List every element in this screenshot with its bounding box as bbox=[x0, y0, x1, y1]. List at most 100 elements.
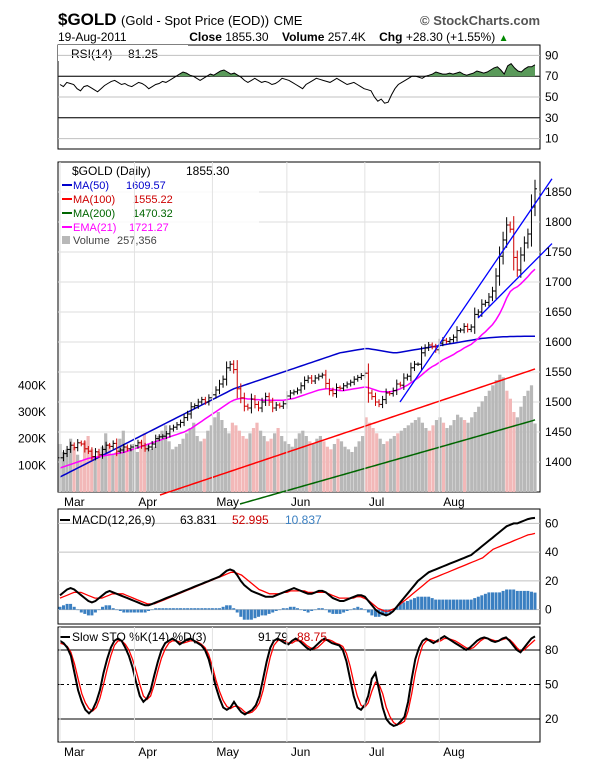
macd-histogram-bar bbox=[398, 603, 402, 610]
macd-histogram-bar bbox=[296, 608, 299, 610]
macd-histogram-bar bbox=[86, 609, 90, 616]
volume-bar bbox=[522, 396, 526, 492]
volume-bar bbox=[470, 417, 474, 492]
sto-plot bbox=[58, 635, 540, 727]
price-month-label: May bbox=[216, 495, 239, 509]
macd-histogram-bar bbox=[331, 609, 335, 614]
ma200-line bbox=[239, 419, 536, 505]
macd-histogram-bar bbox=[324, 609, 328, 611]
macd-histogram-bar bbox=[476, 596, 480, 610]
price-tick-label: 1400 bbox=[545, 455, 572, 469]
macd-histogram-bar bbox=[108, 605, 112, 610]
macd-histogram-bar bbox=[522, 590, 526, 610]
macd-histogram-bar bbox=[242, 609, 246, 620]
symbol: $GOLD bbox=[58, 10, 117, 29]
volume-bar bbox=[128, 449, 132, 492]
macd-histogram-bar bbox=[253, 609, 257, 619]
volume-bar bbox=[83, 441, 87, 492]
macd-histogram-bar bbox=[136, 609, 140, 613]
macd-histogram-bar bbox=[214, 608, 218, 610]
volume-bar bbox=[241, 436, 245, 492]
macd-histogram-bar bbox=[267, 609, 271, 614]
volume-bar bbox=[174, 446, 178, 492]
volume-bar bbox=[308, 441, 312, 492]
volume-bar bbox=[107, 444, 111, 492]
macd-signal-line bbox=[59, 532, 536, 612]
macd-histogram-bar bbox=[193, 608, 197, 610]
macd-tick-label: 40 bbox=[545, 545, 559, 559]
volume-bar bbox=[364, 417, 368, 492]
volume-bar bbox=[466, 422, 470, 492]
macd-histogram-bar bbox=[384, 609, 388, 616]
quote-line: 19-Aug-2011 Close 1855.30 Volume 257.4K … bbox=[58, 30, 508, 44]
volume-bar bbox=[480, 401, 484, 492]
macd-histogram-bar bbox=[249, 609, 253, 620]
volume-bar bbox=[164, 425, 168, 492]
macd-histogram-bar bbox=[93, 609, 97, 613]
macd-histogram-bar bbox=[207, 608, 211, 610]
volume-bar bbox=[294, 438, 298, 492]
sto-label-group: Slow STO %K(14) %D(3) 91.79 88.75 bbox=[60, 630, 327, 644]
macd-histogram-bar bbox=[264, 609, 268, 616]
price-title: $GOLD (Daily) bbox=[72, 164, 151, 178]
price-month-label: Apr bbox=[138, 495, 157, 509]
volume-bar bbox=[223, 428, 227, 492]
close-value: 1855.30 bbox=[225, 30, 269, 44]
macd-histogram-bar bbox=[508, 589, 512, 610]
volume-bar bbox=[452, 420, 456, 492]
volume-bar bbox=[371, 428, 375, 492]
macd-histogram-bar bbox=[104, 605, 108, 610]
volume-legend-label: Volume bbox=[73, 235, 110, 247]
volume-bar bbox=[227, 433, 231, 492]
volume-bar bbox=[438, 417, 442, 492]
volume-tick-label: 100K bbox=[18, 458, 46, 472]
macd-histogram-bar bbox=[455, 599, 459, 610]
macd-histogram-bar bbox=[90, 609, 94, 616]
macd-histogram-bar bbox=[175, 608, 179, 610]
macd-histogram-bar bbox=[512, 589, 516, 610]
macd-histogram-bar bbox=[171, 608, 175, 610]
volume-bar bbox=[427, 430, 431, 492]
rsi-tick-label: 10 bbox=[545, 132, 559, 146]
macd-histogram-bar bbox=[363, 609, 367, 611]
volume-bar bbox=[146, 444, 150, 492]
volume-bar bbox=[431, 425, 435, 492]
volume-bar bbox=[417, 417, 421, 492]
volume-bar bbox=[280, 436, 284, 492]
volume-bar bbox=[519, 406, 523, 492]
macd-histogram-bar bbox=[143, 609, 147, 613]
macd-histogram-bar bbox=[448, 599, 452, 610]
macd-line bbox=[59, 516, 536, 617]
macd-histogram-bar bbox=[310, 609, 314, 611]
volume-bar bbox=[79, 460, 83, 492]
macd-hist-value: 10.837 bbox=[285, 513, 322, 527]
macd-histogram-bar bbox=[359, 608, 363, 610]
volume-bar bbox=[234, 425, 238, 492]
macd-histogram-bar bbox=[444, 599, 448, 610]
brand-watermark: © StockCharts.com bbox=[420, 13, 541, 28]
volume-bar bbox=[185, 433, 189, 492]
volume-bar bbox=[449, 425, 453, 492]
volume-bar bbox=[142, 433, 146, 492]
volume-bar bbox=[251, 428, 256, 492]
volume-bar bbox=[477, 406, 481, 492]
macd-histogram-bar bbox=[313, 609, 317, 611]
macd-histogram-bar bbox=[218, 608, 221, 610]
macd-histogram-bar bbox=[327, 609, 331, 613]
volume-bar bbox=[276, 428, 280, 492]
ema21-legend-label: EMA(21) bbox=[73, 222, 116, 234]
macd-histogram-bar bbox=[526, 590, 530, 610]
price-tick-label: 1450 bbox=[545, 425, 572, 439]
volume-bar bbox=[76, 454, 80, 492]
ma100-legend-value: 1555.22 bbox=[133, 194, 173, 206]
price-month-label: Jul bbox=[369, 495, 384, 509]
volume-bar bbox=[156, 436, 161, 492]
volume-bar bbox=[290, 446, 294, 492]
price-tick-label: 1850 bbox=[545, 185, 572, 199]
macd-histogram-bar bbox=[420, 596, 424, 610]
macd-histogram-bar bbox=[441, 599, 445, 610]
volume-bar bbox=[118, 438, 122, 492]
macd-histogram-bar bbox=[505, 589, 509, 610]
macd-histogram-bar bbox=[342, 609, 346, 613]
rsi-tick-label: 30 bbox=[545, 111, 559, 125]
